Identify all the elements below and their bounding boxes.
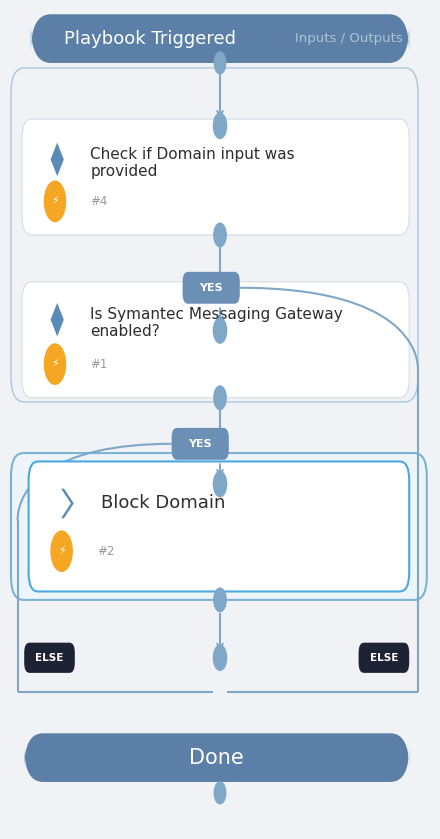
Circle shape (214, 782, 226, 804)
Text: ELSE: ELSE (35, 653, 64, 663)
Text: ⚡: ⚡ (58, 546, 66, 556)
Text: #4: #4 (90, 195, 107, 208)
Polygon shape (61, 488, 74, 519)
FancyBboxPatch shape (24, 733, 409, 782)
Text: ⚡: ⚡ (51, 359, 59, 369)
Text: Check if Domain input was
provided: Check if Domain input was provided (90, 147, 295, 180)
Text: YES: YES (188, 439, 212, 449)
Circle shape (213, 113, 227, 138)
FancyBboxPatch shape (29, 461, 409, 591)
Text: #2: #2 (97, 545, 114, 558)
Polygon shape (51, 143, 64, 176)
Text: #1: #1 (90, 357, 107, 371)
FancyBboxPatch shape (22, 119, 409, 235)
Text: Block Domain: Block Domain (101, 494, 226, 513)
Polygon shape (51, 303, 64, 336)
FancyBboxPatch shape (24, 643, 75, 673)
Text: Done: Done (189, 748, 244, 768)
Text: ELSE: ELSE (370, 653, 398, 663)
Circle shape (44, 344, 66, 384)
Circle shape (213, 645, 227, 670)
FancyBboxPatch shape (172, 428, 229, 460)
Text: Is Symantec Messaging Gateway
enabled?: Is Symantec Messaging Gateway enabled? (90, 307, 343, 340)
Circle shape (214, 386, 226, 409)
Circle shape (44, 181, 66, 221)
FancyBboxPatch shape (11, 453, 427, 600)
Circle shape (214, 52, 226, 74)
Text: YES: YES (199, 283, 223, 293)
Text: Playbook Triggered: Playbook Triggered (64, 29, 236, 48)
Circle shape (51, 531, 72, 571)
FancyBboxPatch shape (359, 643, 409, 673)
FancyBboxPatch shape (31, 14, 409, 63)
FancyBboxPatch shape (183, 272, 240, 304)
FancyBboxPatch shape (22, 282, 409, 398)
Circle shape (214, 223, 226, 247)
Circle shape (213, 318, 227, 343)
Text: Inputs / Outputs: Inputs / Outputs (295, 32, 403, 45)
Circle shape (214, 588, 226, 612)
Circle shape (213, 472, 227, 497)
Text: ⚡: ⚡ (51, 196, 59, 206)
